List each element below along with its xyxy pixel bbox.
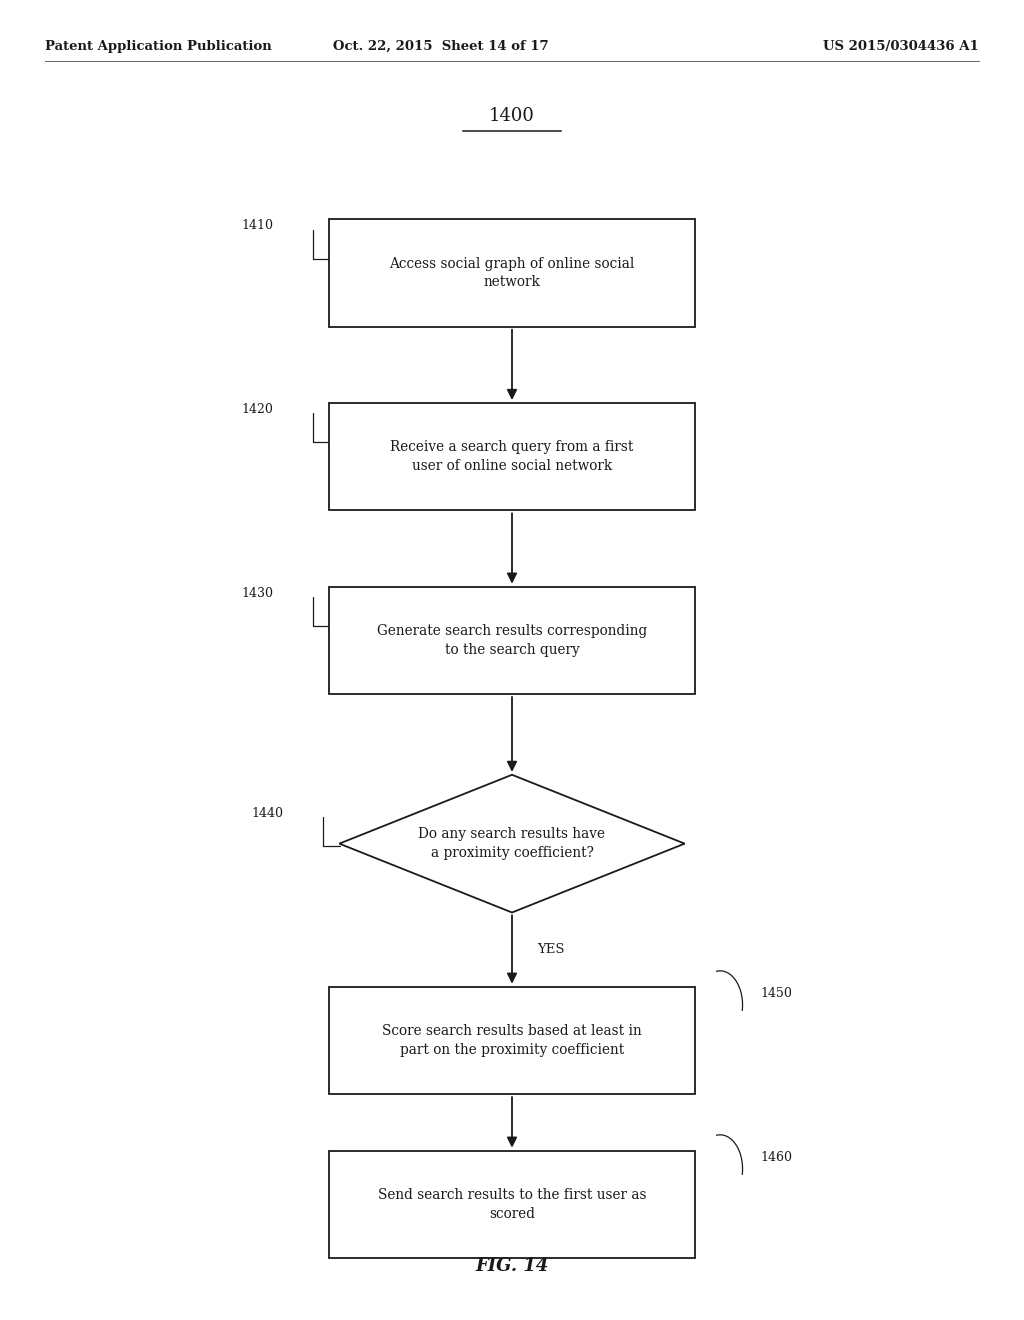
Text: Patent Application Publication: Patent Application Publication xyxy=(45,40,271,53)
Text: 1420: 1420 xyxy=(242,403,273,416)
Text: Do any search results have
a proximity coefficient?: Do any search results have a proximity c… xyxy=(419,828,605,859)
FancyBboxPatch shape xyxy=(329,219,695,327)
Text: US 2015/0304436 A1: US 2015/0304436 A1 xyxy=(823,40,979,53)
Text: Access social graph of online social
network: Access social graph of online social net… xyxy=(389,257,635,289)
Text: 1430: 1430 xyxy=(242,586,273,599)
Text: Generate search results corresponding
to the search query: Generate search results corresponding to… xyxy=(377,624,647,656)
Text: FIG. 14: FIG. 14 xyxy=(475,1257,549,1275)
FancyBboxPatch shape xyxy=(329,986,695,1094)
Polygon shape xyxy=(339,775,685,912)
FancyBboxPatch shape xyxy=(329,586,695,694)
FancyBboxPatch shape xyxy=(329,1151,695,1258)
Text: 1450: 1450 xyxy=(761,986,793,999)
Text: 1460: 1460 xyxy=(761,1151,793,1164)
Text: Score search results based at least in
part on the proximity coefficient: Score search results based at least in p… xyxy=(382,1024,642,1056)
Text: 1400: 1400 xyxy=(489,107,535,124)
Text: Oct. 22, 2015  Sheet 14 of 17: Oct. 22, 2015 Sheet 14 of 17 xyxy=(333,40,549,53)
Text: YES: YES xyxy=(538,942,565,956)
Text: 1440: 1440 xyxy=(252,807,284,820)
FancyBboxPatch shape xyxy=(329,403,695,511)
Text: 1410: 1410 xyxy=(242,219,273,232)
Text: Send search results to the first user as
scored: Send search results to the first user as… xyxy=(378,1188,646,1221)
Text: Receive a search query from a first
user of online social network: Receive a search query from a first user… xyxy=(390,441,634,473)
